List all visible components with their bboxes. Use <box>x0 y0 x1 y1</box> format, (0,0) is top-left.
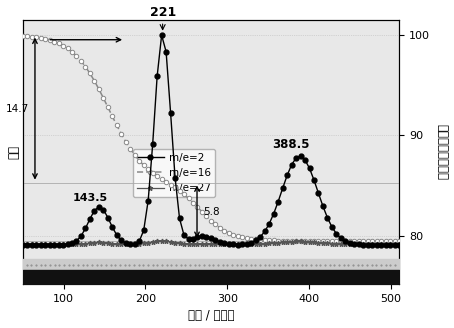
m/e=16 <box>132 153 138 157</box>
m/e=16 <box>20 34 25 38</box>
m/e=2 <box>396 243 402 247</box>
m/e=16 <box>208 219 214 223</box>
X-axis label: 温度 / 摄氏度: 温度 / 摄氏度 <box>188 309 234 322</box>
m/e=2 <box>212 238 218 242</box>
m/e=27 <box>379 242 384 246</box>
Text: 14.7: 14.7 <box>6 104 29 113</box>
m/e=2 <box>20 243 25 247</box>
Y-axis label: 强度: 强度 <box>7 145 20 159</box>
m/e=2 <box>132 242 138 246</box>
m/e=2 <box>379 243 384 247</box>
Text: 388.5: 388.5 <box>272 138 310 151</box>
m/e=27 <box>396 242 402 246</box>
Text: 221: 221 <box>149 6 176 30</box>
m/e=27 <box>150 240 155 244</box>
m/e=27 <box>137 242 142 246</box>
m/e=27 <box>212 242 218 246</box>
m/e=16 <box>396 239 402 243</box>
m/e=16 <box>374 239 380 243</box>
m/e=27 <box>20 242 25 246</box>
m/e=27 <box>159 239 164 243</box>
m/e=16 <box>150 171 155 175</box>
Text: 5.8: 5.8 <box>203 207 219 217</box>
Y-axis label: 受热失重／百分比: 受热失重／百分比 <box>435 124 449 180</box>
Line: m/e=2: m/e=2 <box>20 33 402 247</box>
m/e=27 <box>132 242 138 246</box>
m/e=2 <box>83 226 88 230</box>
m/e=2 <box>159 33 164 37</box>
Line: m/e=16: m/e=16 <box>20 34 401 243</box>
Line: m/e=27: m/e=27 <box>20 238 402 246</box>
m/e=16 <box>137 159 142 163</box>
Legend: m/e=2, m/e=16, m/e=27: m/e=2, m/e=16, m/e=27 <box>133 149 215 197</box>
Text: 143.5: 143.5 <box>73 193 108 203</box>
m/e=2 <box>150 142 155 146</box>
m/e=2 <box>137 239 142 243</box>
m/e=16 <box>83 65 88 69</box>
m/e=27 <box>83 242 88 246</box>
